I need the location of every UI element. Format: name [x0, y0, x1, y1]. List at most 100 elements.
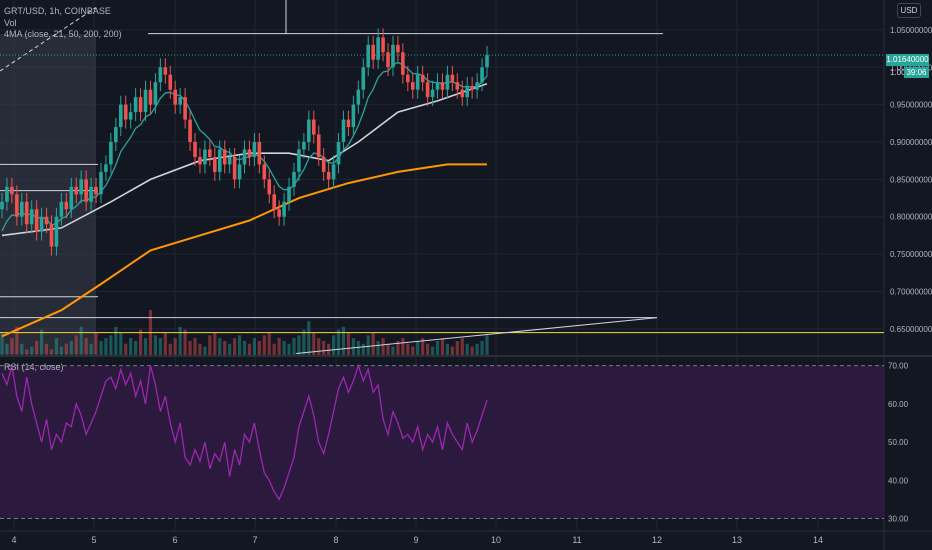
currency-button[interactable]: USD [897, 3, 921, 18]
candle-body [89, 187, 93, 202]
candle-body [347, 120, 351, 127]
volume-bar [213, 333, 216, 356]
candle-body [391, 45, 395, 67]
candle [134, 88, 138, 121]
volume-bar [50, 349, 53, 355]
candle-body [154, 82, 158, 104]
candle-body [188, 120, 192, 142]
rsi-tick-label: 50.00 [888, 438, 909, 447]
candle-body [441, 82, 445, 89]
rsi-tick-label: 70.00 [888, 362, 909, 371]
volume-bar [129, 338, 132, 355]
candle-body [361, 67, 365, 89]
volume-bar [268, 333, 271, 356]
volume-bar [347, 333, 350, 356]
price-tick-label: 0.70000000 [890, 287, 932, 296]
candle-body [114, 127, 118, 142]
candle [277, 200, 281, 225]
price-tick-label: 0.65000000 [890, 325, 932, 334]
candle-body [416, 75, 420, 90]
price-tick-label: 0.85000000 [890, 175, 932, 184]
volume-bar [332, 335, 335, 355]
candle-body [159, 67, 163, 82]
volume-bar [411, 347, 414, 355]
candle [144, 81, 148, 121]
candle [243, 141, 247, 174]
candle [253, 133, 257, 166]
volume-bar [99, 341, 102, 355]
candle-body [322, 157, 326, 172]
volume-bar [85, 338, 88, 355]
volume-bar [386, 344, 389, 355]
candle-body [144, 90, 148, 112]
candle-body [178, 97, 182, 104]
candle-body [228, 157, 232, 164]
candle [164, 58, 168, 83]
price-axis[interactable]: 1.050000001.000000000.950000000.90000000… [888, 26, 932, 524]
candle [193, 133, 197, 166]
candle [327, 163, 331, 188]
volume-bar [362, 344, 365, 355]
candle-body [10, 187, 14, 194]
time-axis[interactable]: 4 5 6 7 8 9 10 11 12 13 14 [11, 535, 823, 545]
volume-bar [263, 335, 266, 355]
volume-bar [20, 344, 23, 355]
time-tick-label: 13 [732, 535, 742, 545]
candle-body [134, 97, 138, 112]
rsi-legend[interactable]: RSI (14, close) [4, 362, 64, 373]
candle [307, 111, 311, 151]
rsi-tick-label: 30.00 [888, 515, 909, 524]
time-tick-label: 6 [172, 535, 177, 545]
candle-body [129, 112, 133, 119]
volume-bar [184, 330, 187, 355]
candle [213, 148, 217, 181]
symbol-legend[interactable]: GRT/USD, 1h, COINBASE [4, 6, 111, 17]
volume-bar [431, 347, 434, 355]
candle [159, 58, 163, 91]
candle-body [218, 149, 222, 171]
candle-body [238, 164, 242, 179]
time-tick-label: 7 [252, 535, 257, 545]
volume-bar [188, 341, 191, 355]
candle [292, 163, 296, 196]
volume-bar [471, 347, 474, 355]
volume-bar [25, 349, 28, 355]
candle [114, 118, 118, 151]
candle [421, 66, 425, 91]
candle-body [104, 164, 108, 171]
candle [139, 88, 143, 121]
candle-body [84, 179, 88, 201]
volume-bar [114, 327, 117, 355]
candle-body [99, 172, 103, 194]
candle-body [446, 75, 450, 90]
candle-body [282, 202, 286, 217]
volume-bar [104, 338, 107, 355]
volume-bar [476, 344, 479, 355]
candle [109, 133, 113, 173]
candle [451, 66, 455, 91]
volume-bar [480, 341, 483, 355]
candle [124, 96, 128, 129]
vol-legend[interactable]: Vol [4, 18, 17, 29]
volume-bar [391, 347, 394, 355]
candle [119, 96, 123, 136]
candle-body [109, 142, 113, 164]
ma-legend[interactable]: 4MA (close, 21, 50, 200, 200) [4, 29, 122, 40]
candle-body [312, 120, 316, 135]
drawn-lines[interactable] [0, 0, 884, 354]
volume-bar [466, 344, 469, 355]
candle-body [480, 67, 484, 82]
candle [357, 81, 361, 114]
candle-body [65, 202, 69, 209]
price-tick-label: 0.80000000 [890, 213, 932, 222]
volume-bar [65, 344, 68, 355]
candle [203, 141, 207, 174]
candle [371, 36, 375, 69]
candle-body [243, 149, 247, 164]
candle-body [287, 187, 291, 202]
candle-body [366, 45, 370, 67]
candle-body [396, 45, 400, 52]
volume-bar [248, 344, 251, 355]
volume-bar [352, 338, 355, 355]
